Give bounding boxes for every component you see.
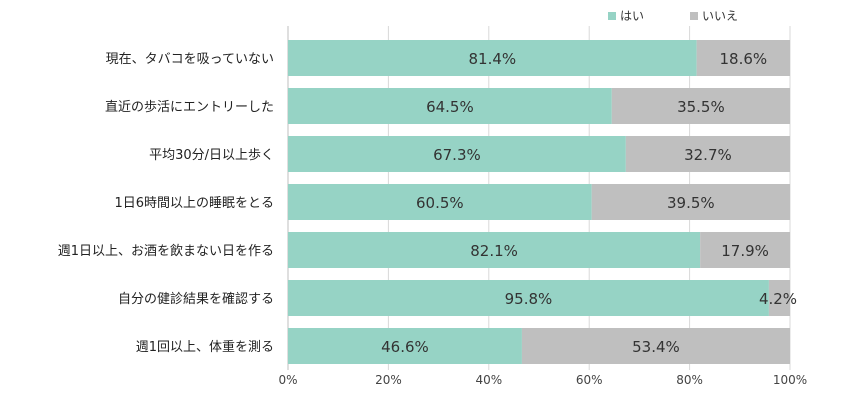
x-axis-ticks: 0% 20% 40% 60% 80% 100%	[278, 373, 807, 387]
bar-segment	[288, 328, 522, 364]
data-label: 17.9%	[721, 242, 769, 260]
x-tick-label: 60%	[576, 373, 603, 387]
bar-segment	[288, 88, 612, 124]
bar-segment	[288, 280, 769, 316]
bar-segment	[591, 184, 790, 220]
data-label: 18.6%	[719, 50, 767, 68]
bar-segment	[700, 232, 790, 268]
legend-label: はい	[620, 9, 644, 23]
x-tick-label: 80%	[676, 373, 703, 387]
category-label: 平均30分/日以上歩く	[149, 148, 274, 163]
data-label: 64.5%	[426, 98, 474, 116]
x-tick-label: 40%	[475, 373, 502, 387]
legend-swatch	[608, 12, 616, 20]
category-label: 1日6時間以上の睡眠をとる	[114, 196, 274, 211]
bar-segment	[696, 40, 790, 76]
category-label: 現在、タバコを吸っていない	[106, 52, 274, 67]
category-label: 自分の健診結果を確認する	[118, 291, 274, 307]
x-tick-label: 0%	[278, 373, 297, 387]
legend-swatch	[690, 12, 698, 20]
bar-segment	[611, 88, 790, 124]
data-label: 60.5%	[416, 194, 464, 212]
data-label: 67.3%	[433, 146, 481, 164]
data-label: 81.4%	[468, 50, 516, 68]
category-label: 直近の歩活にエントリーした	[105, 100, 274, 115]
bar-segment	[521, 328, 790, 364]
category-label: 週1日以上、お酒を飲まない日を作る	[58, 243, 274, 259]
x-tick-label: 100%	[773, 373, 807, 387]
data-label: 32.7%	[684, 146, 732, 164]
data-label: 95.8%	[505, 290, 553, 308]
bar-segment	[288, 232, 701, 268]
data-label: 46.6%	[381, 338, 429, 356]
data-label: 35.5%	[677, 98, 725, 116]
data-label: 39.5%	[667, 194, 715, 212]
data-label: 53.4%	[632, 338, 680, 356]
data-label: 82.1%	[470, 242, 518, 260]
category-label: 週1回以上、体重を測る	[136, 339, 274, 355]
bar-segment	[288, 184, 592, 220]
data-label: 4.2%	[759, 290, 797, 308]
legend-label: いいえ	[702, 9, 738, 23]
x-tick-label: 20%	[375, 373, 402, 387]
bar-segment	[768, 280, 790, 316]
bar-segment	[288, 136, 626, 172]
legend: はい いいえ	[608, 9, 738, 23]
bar-segment	[288, 40, 697, 76]
bars: 81.4% 18.6% 64.5% 35.5% 67.3% 32.7% 60.5% 39.5%…	[288, 40, 797, 364]
bar-segment	[625, 136, 790, 172]
